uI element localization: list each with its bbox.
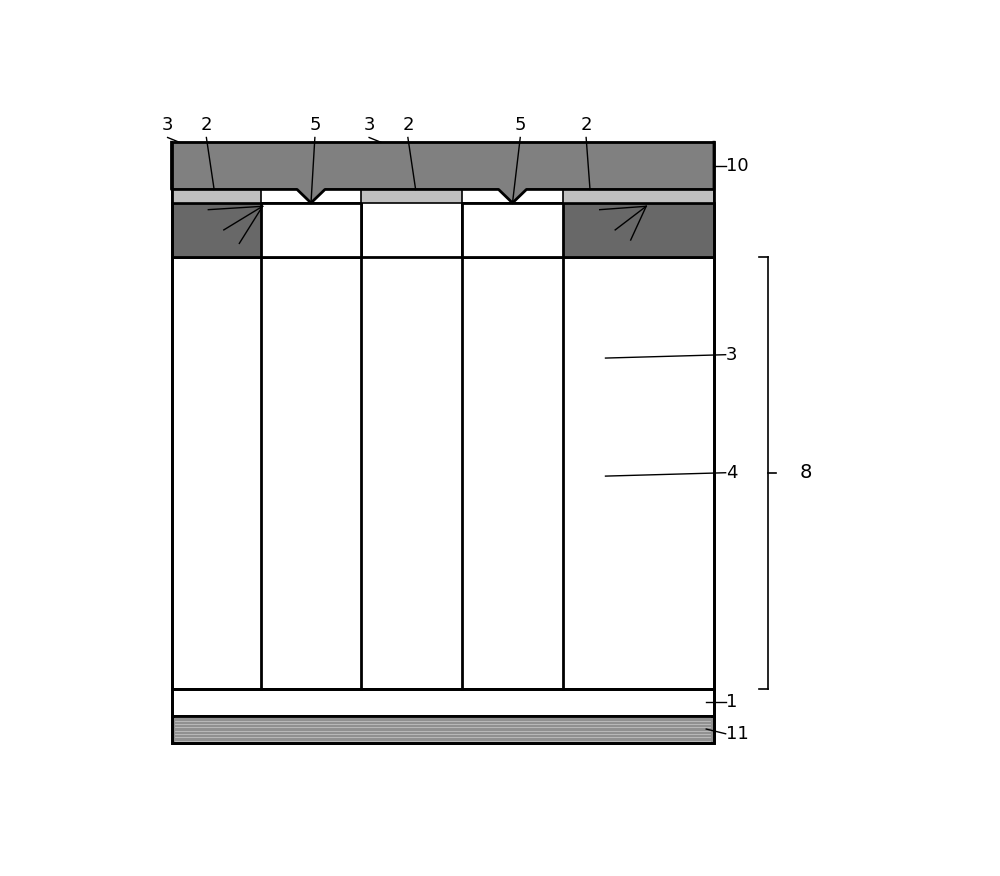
Bar [261,203,361,257]
Text: 3: 3 [363,117,375,134]
Bar [462,203,714,257]
Text: 4: 4 [726,463,737,482]
Text: 8: 8 [799,463,812,482]
Bar [563,189,714,203]
Bar [172,203,361,257]
Text: 1: 1 [726,693,737,711]
Bar [172,189,261,203]
Text: 10: 10 [726,157,748,175]
Bar [172,257,714,689]
Text: 5: 5 [514,117,526,134]
Bar [172,689,714,716]
Bar [172,142,714,743]
Text: 5: 5 [309,117,321,134]
Polygon shape [172,142,714,203]
Text: 2: 2 [580,117,592,134]
Text: 3: 3 [726,346,737,364]
Text: 11: 11 [726,724,748,743]
Bar [462,203,563,257]
Bar [361,189,462,203]
Bar [172,716,714,743]
Text: 3: 3 [162,117,173,134]
Text: 2: 2 [201,117,212,134]
Text: 2: 2 [402,117,414,134]
